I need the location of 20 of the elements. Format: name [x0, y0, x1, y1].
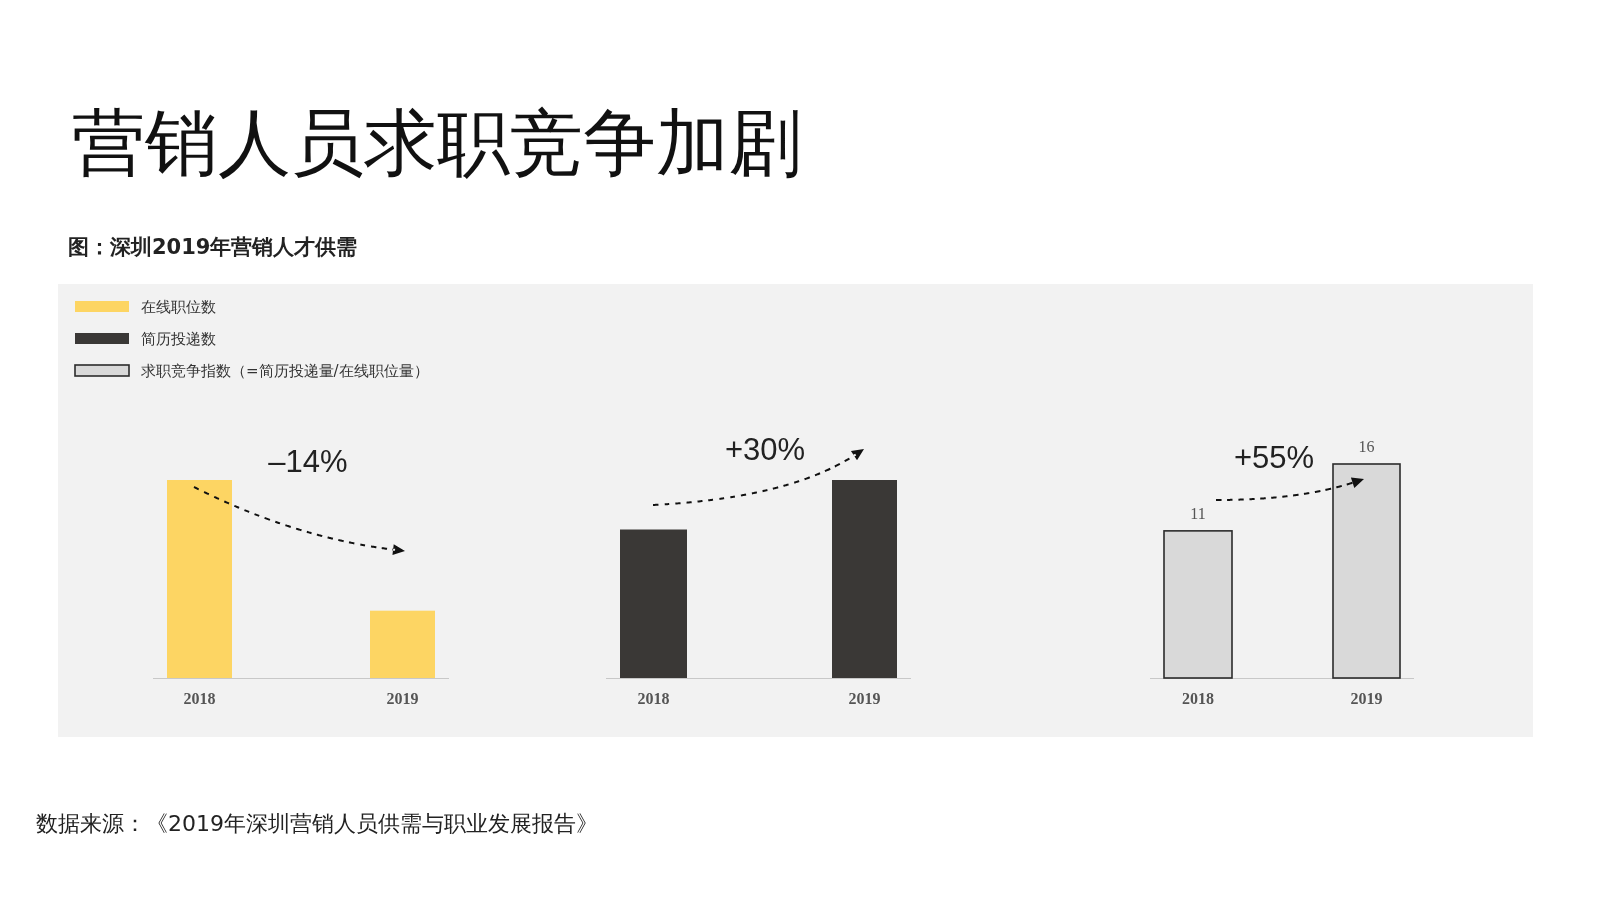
legend: 求职竞争指数（=简历投递量/在线职位量）	[74, 362, 429, 380]
x-tick-label: 2018	[1182, 690, 1214, 707]
annotation: +55%	[1233, 440, 1315, 475]
data-label: 16	[1358, 438, 1375, 455]
chart-title: 营销人员求职竞争加剧	[72, 100, 802, 185]
legend-label: 求职竞争指数（=简历投递量/在线职位量）	[141, 362, 429, 380]
text: –14%	[268, 444, 348, 479]
data-label: 11	[1190, 504, 1206, 522]
x-tick-label: 2019	[1350, 690, 1383, 707]
source-note: 数据来源：《2019年深圳营销人员供需与职业发展报告》	[36, 811, 598, 836]
legend: 在线职位数	[75, 298, 216, 316]
chart-subtitle: 图：深圳2019年营销人才供需	[68, 235, 358, 259]
x-tick-label: 2019	[848, 690, 881, 707]
legend: 简历投递数	[75, 330, 216, 348]
legend-label: 在线职位数	[141, 298, 216, 316]
x-tick-label: 2019	[386, 690, 419, 707]
legend-label: 简历投递数	[141, 330, 216, 348]
text: +30%	[724, 432, 806, 467]
x-tick-label: 2018	[183, 690, 216, 707]
x-tick-label: 2018	[637, 690, 670, 707]
